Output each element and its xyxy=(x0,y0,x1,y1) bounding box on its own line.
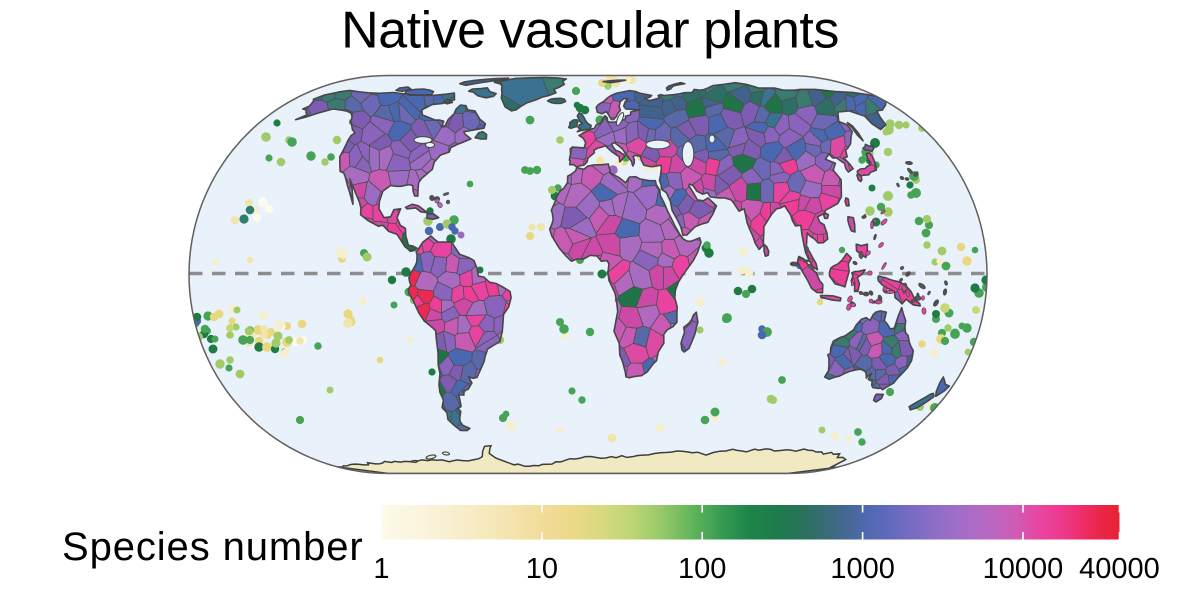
svg-text:100: 100 xyxy=(678,553,726,585)
svg-text:10: 10 xyxy=(526,553,558,585)
svg-text:40000: 40000 xyxy=(1079,553,1160,585)
svg-text:10000: 10000 xyxy=(983,553,1064,585)
svg-text:1: 1 xyxy=(373,553,389,585)
svg-text:Native vascular plants: Native vascular plants xyxy=(341,2,839,60)
svg-text:1000: 1000 xyxy=(830,553,895,585)
svg-text:Species number: Species number xyxy=(62,525,364,569)
